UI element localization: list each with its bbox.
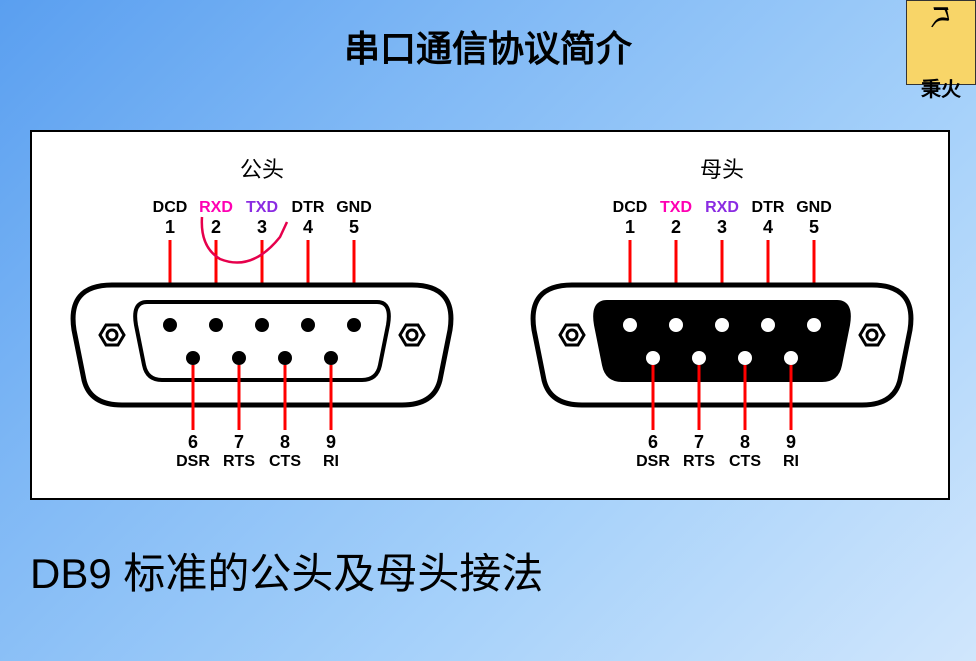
female-title: 母头 bbox=[512, 152, 932, 184]
female-top-labels: DCD TXD RXD DTR GND bbox=[512, 199, 932, 217]
male-top-labels: DCD RXD TXD DTR GND bbox=[52, 199, 472, 217]
pin-label: TXD bbox=[653, 199, 699, 217]
male-connector: 公头 DCD RXD TXD DTR GND 1 2 3 4 5 bbox=[52, 137, 472, 497]
pin-num: 7 bbox=[676, 432, 722, 453]
pin-label: RXD bbox=[193, 199, 239, 217]
pin-num: 3 bbox=[239, 217, 285, 238]
pin-num: 5 bbox=[331, 217, 377, 238]
pin-label: CTS bbox=[262, 453, 308, 471]
db9-diagram: 公头 DCD RXD TXD DTR GND 1 2 3 4 5 bbox=[30, 130, 950, 500]
pin-num: 5 bbox=[791, 217, 837, 238]
pin-label: DSR bbox=[170, 453, 216, 471]
pin-num: 7 bbox=[216, 432, 262, 453]
pin-num: 8 bbox=[262, 432, 308, 453]
male-bot-nums: 6 7 8 9 bbox=[52, 432, 472, 453]
pin-num: 6 bbox=[630, 432, 676, 453]
pin-label: RXD bbox=[699, 199, 745, 217]
male-bot-labels: DSR RTS CTS RI bbox=[52, 453, 472, 471]
pin-label: DTR bbox=[285, 199, 331, 217]
pin-num: 9 bbox=[768, 432, 814, 453]
pin-num: 4 bbox=[285, 217, 331, 238]
male-title: 公头 bbox=[52, 152, 472, 184]
female-connector: 母头 DCD TXD RXD DTR GND 1 2 3 4 5 bbox=[512, 137, 932, 497]
pin-num: 1 bbox=[147, 217, 193, 238]
pin-num: 3 bbox=[699, 217, 745, 238]
pin-label: RTS bbox=[676, 453, 722, 471]
female-bot-nums: 6 7 8 9 bbox=[512, 432, 932, 453]
pin-num: 6 bbox=[170, 432, 216, 453]
male-connector-svg bbox=[62, 240, 462, 430]
pin-label: GND bbox=[331, 199, 377, 217]
male-top-nums: 1 2 3 4 5 bbox=[52, 217, 472, 238]
pin-num: 2 bbox=[653, 217, 699, 238]
female-connector-svg bbox=[522, 240, 922, 430]
pin-label: DCD bbox=[147, 199, 193, 217]
pin-num: 4 bbox=[745, 217, 791, 238]
pin-num: 9 bbox=[308, 432, 354, 453]
female-top-nums: 1 2 3 4 5 bbox=[512, 217, 932, 238]
diagram-caption: DB9 标准的公头及母头接法 bbox=[30, 540, 543, 601]
brand-text: 秉火 bbox=[921, 73, 961, 102]
page-title: 串口通信协议简介 bbox=[0, 0, 976, 72]
brand-logo: ང 秉火 bbox=[906, 0, 976, 85]
pin-label: CTS bbox=[722, 453, 768, 471]
pin-label: RI bbox=[308, 453, 354, 471]
pin-label: GND bbox=[791, 199, 837, 217]
pin-label: DTR bbox=[745, 199, 791, 217]
pin-label: TXD bbox=[239, 199, 285, 217]
pin-label: DSR bbox=[630, 453, 676, 471]
pin-label: DCD bbox=[607, 199, 653, 217]
pin-label: RTS bbox=[216, 453, 262, 471]
pin-num: 2 bbox=[193, 217, 239, 238]
flame-icon: ང bbox=[932, 0, 950, 73]
female-bot-labels: DSR RTS CTS RI bbox=[512, 453, 932, 471]
pin-num: 8 bbox=[722, 432, 768, 453]
pin-num: 1 bbox=[607, 217, 653, 238]
pin-label: RI bbox=[768, 453, 814, 471]
